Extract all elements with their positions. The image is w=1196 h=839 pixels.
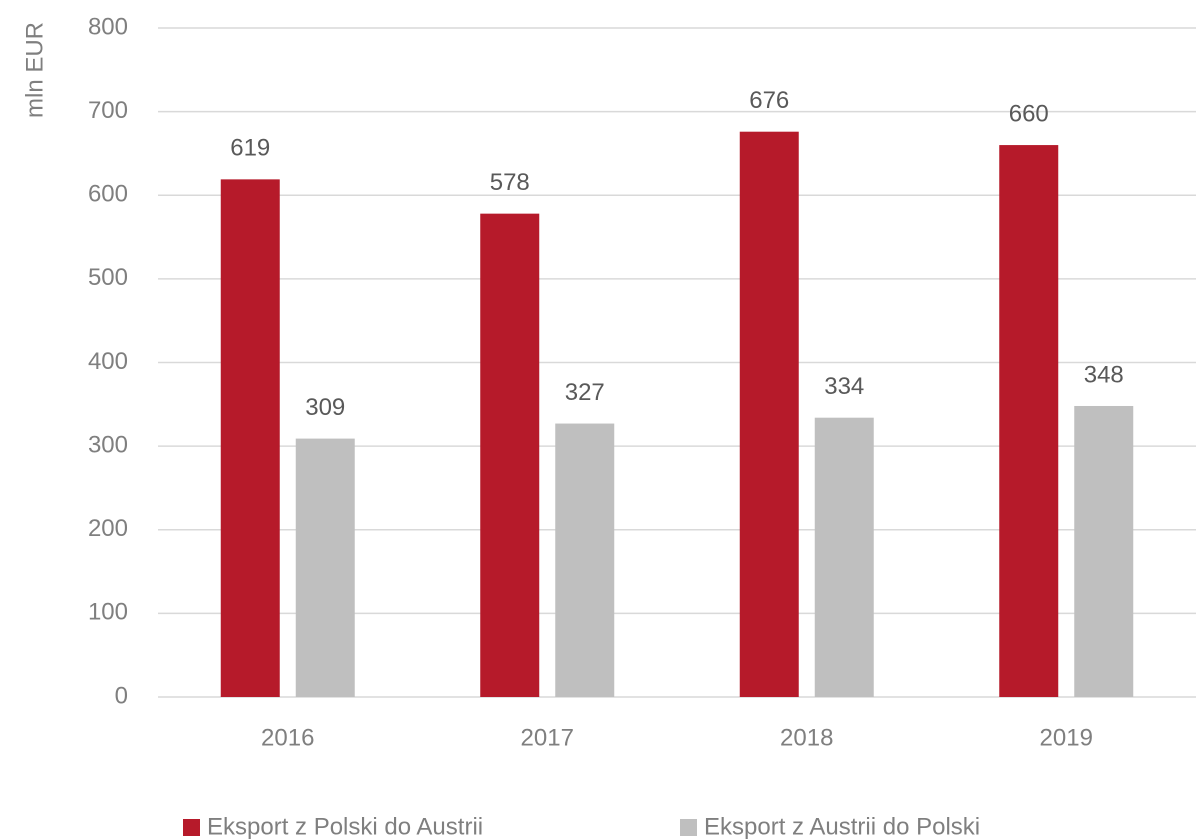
- value-label: 676: [749, 87, 789, 114]
- y-tick-label: 700: [88, 97, 128, 124]
- legend-label: Eksport z Polski do Austrii: [207, 813, 483, 839]
- bar: [814, 417, 874, 697]
- bar: [555, 423, 615, 697]
- x-tick-label: 2019: [1040, 724, 1093, 751]
- value-label: 327: [565, 379, 605, 406]
- x-tick-label: 2016: [261, 724, 314, 751]
- value-label: 334: [824, 373, 864, 400]
- value-label: 309: [305, 394, 345, 421]
- value-label: 578: [490, 169, 530, 196]
- y-tick-label: 200: [88, 515, 128, 542]
- value-label: 348: [1084, 361, 1124, 388]
- y-tick-label: 300: [88, 431, 128, 458]
- x-tick-label: 2018: [780, 724, 833, 751]
- y-tick-label: 800: [88, 13, 128, 40]
- bar: [295, 438, 355, 697]
- legend-label: Eksport z Austrii do Polski: [704, 813, 980, 839]
- y-tick-label: 0: [115, 682, 128, 709]
- y-tick-label: 400: [88, 348, 128, 375]
- y-axis-label: mln EUR: [21, 22, 48, 118]
- value-label: 619: [230, 135, 270, 162]
- y-tick-label: 600: [88, 181, 128, 208]
- legend-swatch: [680, 819, 697, 836]
- legend-swatch: [183, 819, 200, 836]
- value-label: 660: [1009, 100, 1049, 127]
- bar: [220, 179, 280, 697]
- bar: [480, 213, 540, 697]
- y-tick-label: 500: [88, 264, 128, 291]
- x-tick-label: 2017: [521, 724, 574, 751]
- bar: [1074, 405, 1134, 697]
- y-tick-label: 100: [88, 599, 128, 626]
- bar: [739, 131, 799, 697]
- bar: [999, 145, 1059, 697]
